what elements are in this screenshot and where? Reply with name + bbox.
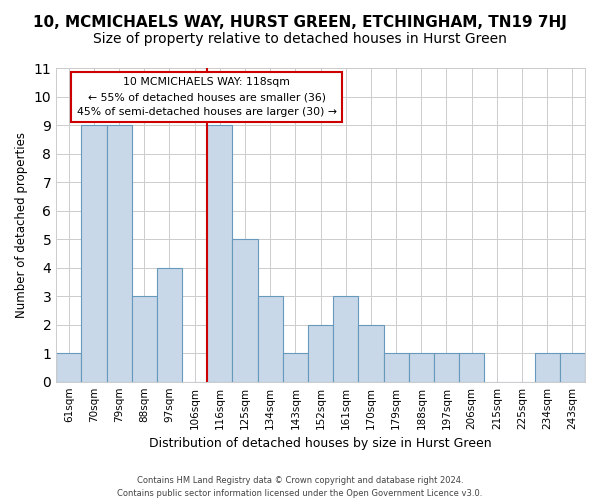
Text: Size of property relative to detached houses in Hurst Green: Size of property relative to detached ho…: [93, 32, 507, 46]
Bar: [358, 324, 383, 382]
X-axis label: Distribution of detached houses by size in Hurst Green: Distribution of detached houses by size …: [149, 437, 492, 450]
Bar: [283, 353, 308, 382]
Bar: [257, 296, 283, 382]
Bar: [333, 296, 358, 382]
Bar: [535, 353, 560, 382]
Y-axis label: Number of detached properties: Number of detached properties: [15, 132, 28, 318]
Bar: [434, 353, 459, 382]
Text: 10, MCMICHAELS WAY, HURST GREEN, ETCHINGHAM, TN19 7HJ: 10, MCMICHAELS WAY, HURST GREEN, ETCHING…: [33, 15, 567, 30]
Bar: [207, 125, 232, 382]
Bar: [308, 324, 333, 382]
Bar: [232, 239, 257, 382]
Bar: [409, 353, 434, 382]
Bar: [56, 353, 82, 382]
Bar: [459, 353, 484, 382]
Bar: [82, 125, 107, 382]
Text: 10 MCMICHAELS WAY: 118sqm
← 55% of detached houses are smaller (36)
45% of semi-: 10 MCMICHAELS WAY: 118sqm ← 55% of detac…: [77, 78, 337, 117]
Bar: [132, 296, 157, 382]
Bar: [107, 125, 132, 382]
Bar: [560, 353, 585, 382]
Bar: [157, 268, 182, 382]
Text: Contains HM Land Registry data © Crown copyright and database right 2024.
Contai: Contains HM Land Registry data © Crown c…: [118, 476, 482, 498]
Bar: [383, 353, 409, 382]
